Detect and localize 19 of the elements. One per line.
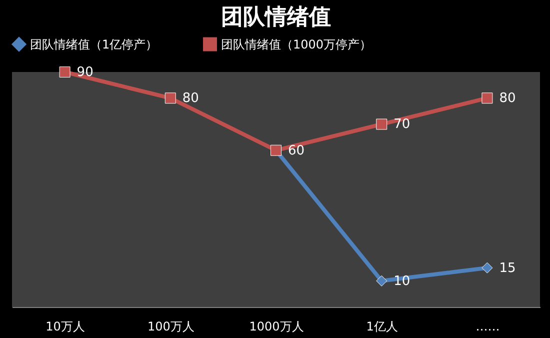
legend-label: 团队情绪值（1亿停产） — [30, 37, 158, 52]
point — [164, 92, 176, 104]
chart-title: 团队情绪值 — [221, 5, 331, 30]
data-label: 80 — [182, 91, 199, 106]
x-tick-label: 1亿人 — [366, 320, 398, 334]
data-label: 80 — [499, 91, 516, 106]
point — [59, 66, 70, 78]
point — [376, 118, 388, 130]
data-label: 15 — [499, 260, 516, 276]
data-label: 60 — [288, 143, 305, 158]
point — [482, 92, 493, 104]
x-tick-label: …… — [476, 320, 500, 334]
x-tick-label: 10万人 — [46, 320, 85, 334]
point — [376, 275, 388, 286]
data-label: 70 — [394, 117, 410, 132]
x-tick-label: 100万人 — [147, 320, 194, 334]
point — [482, 262, 493, 274]
x-tick-label: 1000万人 — [249, 320, 304, 334]
legend-label: 团队情绪值（1000万停产） — [221, 37, 372, 52]
